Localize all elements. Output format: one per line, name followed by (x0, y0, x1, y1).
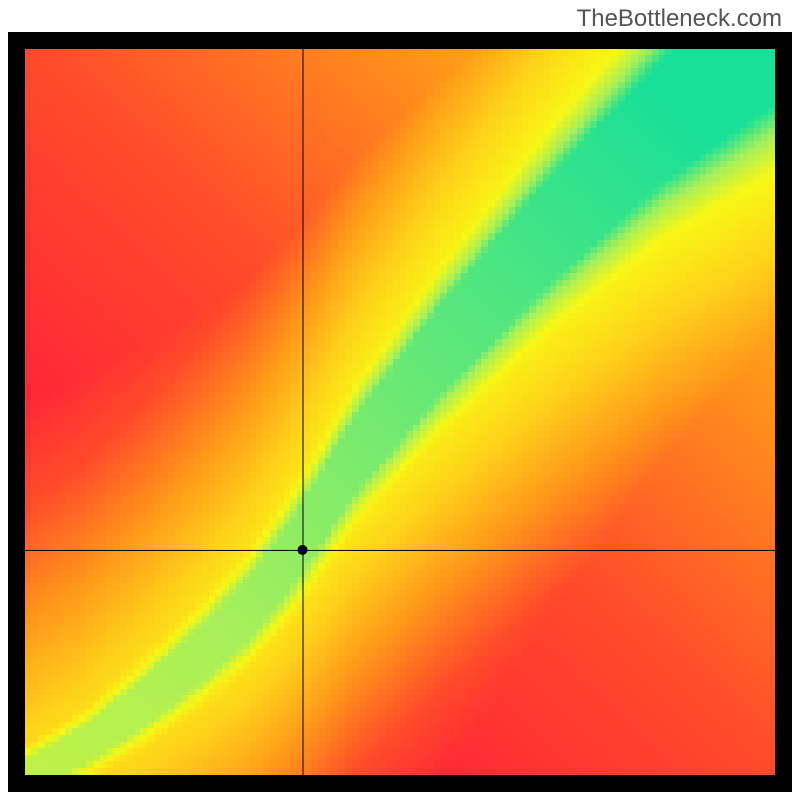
watermark-text: TheBottleneck.com (577, 5, 782, 33)
heatmap-canvas (25, 49, 775, 775)
chart-frame (8, 32, 792, 792)
root: TheBottleneck.com (0, 0, 800, 800)
